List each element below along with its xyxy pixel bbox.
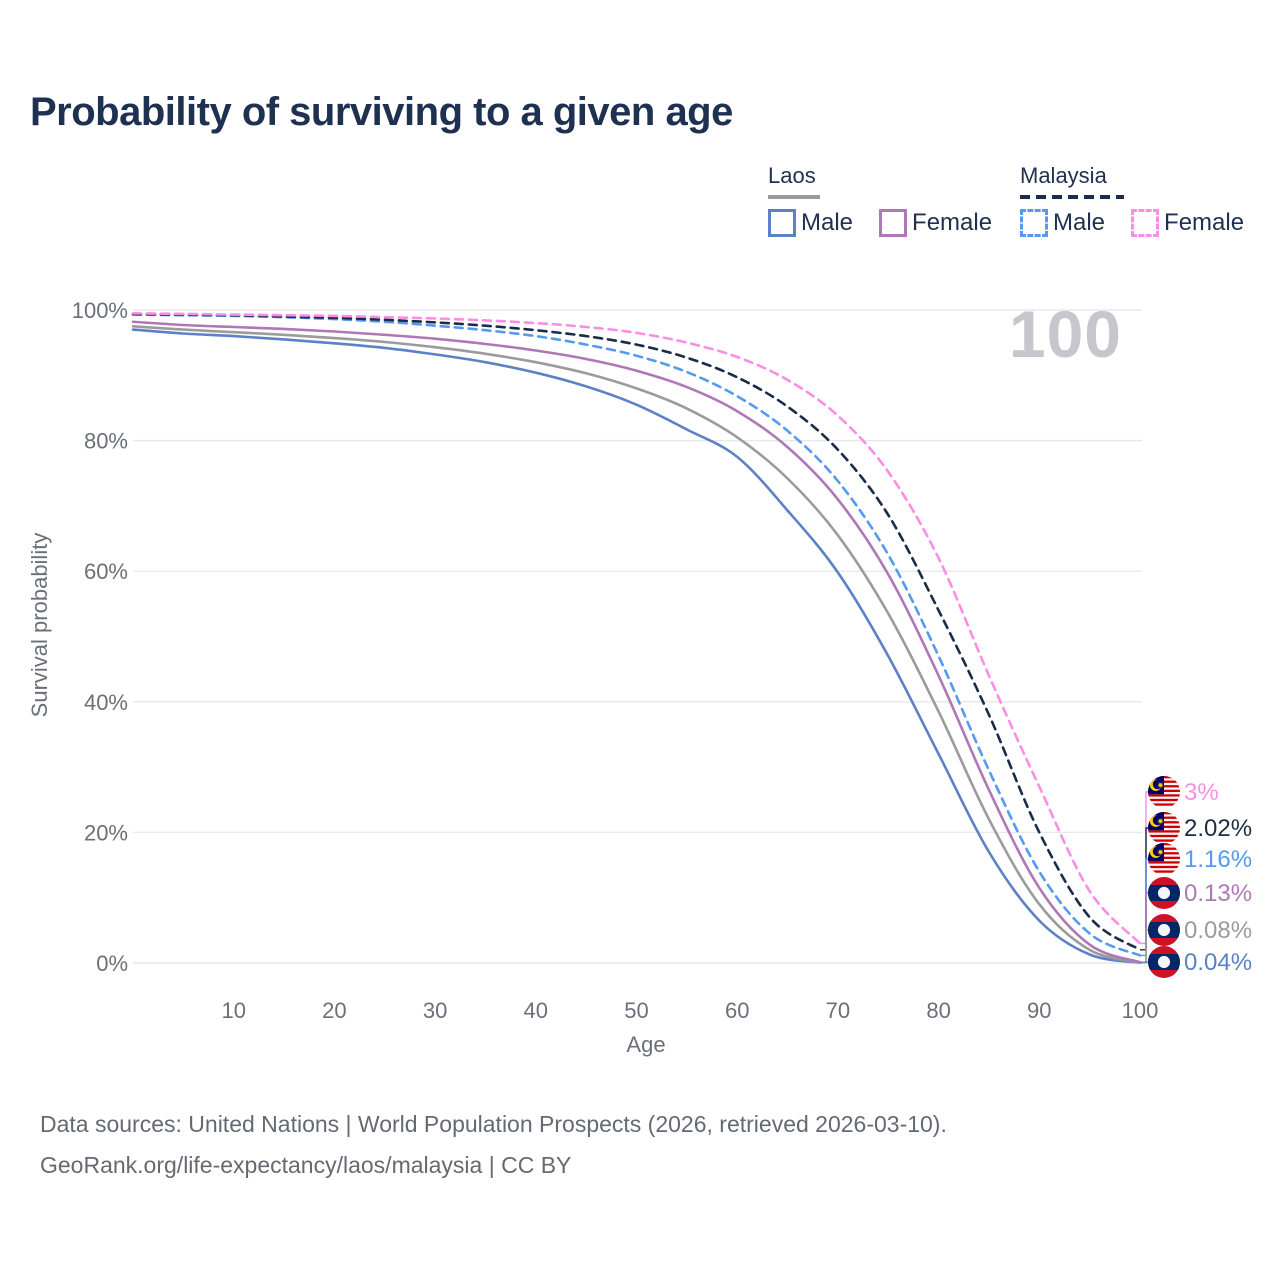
legend-label-laos-female: Female [912,209,993,236]
end-value-label-laos_male: 0.04% [1184,949,1252,976]
x-tick-label: 10 [221,998,245,1023]
data-sources-line: Data sources: United Nations | World Pop… [40,1111,947,1137]
y-tick-label: 60% [84,559,128,584]
series-line-laos_female[interactable] [131,320,1142,964]
malaysia-flag-icon [1148,776,1180,808]
laos-female-swatch-icon [879,209,908,237]
x-tick-label: 50 [624,998,648,1023]
legend-label-malaysia-male: Male [1053,209,1106,236]
end-value-label-malaysia_both: 2.02% [1184,815,1252,842]
page-title: Probability of surviving to a given age [30,90,733,134]
x-tick-label: 90 [1027,998,1051,1023]
laos-flag-icon [1148,877,1180,909]
end-value-label-malaysia_female: 3% [1184,779,1219,806]
x-axis-tick-labels: 10 20 30 40 50 60 70 80 90 100 [221,998,1158,1023]
legend-label-laos-male: Male [801,209,854,236]
legend-item-laos-male[interactable]: Male [768,209,853,237]
series-line-laos_both[interactable] [131,325,1142,964]
footer-attribution: Data sources: United Nations | World Pop… [40,1104,1240,1186]
malaysia-female-swatch-icon [1131,209,1160,237]
legend-group-laos: Laos Male Female [768,163,1018,237]
end-label-leader-lines [1140,791,1151,964]
legend-country-malaysia: Malaysia [1020,163,1107,188]
y-tick-label: 20% [84,820,128,845]
y-tick-label: 100% [72,298,128,323]
legend-label-malaysia-female: Female [1164,209,1245,236]
end-value-label-laos_both: 0.08% [1184,917,1252,944]
malaysia-line-style-sample [1020,195,1124,199]
series-line-malaysia_male[interactable] [131,313,1142,957]
legend-country-laos: Laos [768,163,816,188]
laos-flag-icon [1148,946,1180,978]
legend-item-laos-female[interactable]: Female [879,209,992,237]
x-tick-label: 60 [725,998,749,1023]
legend-item-malaysia-male[interactable]: Male [1020,209,1105,237]
series-line-malaysia_both[interactable] [131,312,1142,952]
x-tick-label: 100 [1122,998,1159,1023]
x-tick-label: 40 [524,998,548,1023]
series-line-laos_male[interactable] [131,328,1142,964]
series-line-malaysia_female[interactable] [131,311,1142,945]
laos-line-style-sample [768,195,820,199]
x-tick-label: 80 [926,998,950,1023]
legend-item-malaysia-female[interactable]: Female [1131,209,1244,237]
x-tick-label: 20 [322,998,346,1023]
legend-group-malaysia: Malaysia Male Female [1020,163,1270,237]
y-axis-title: Survival probability [27,533,52,718]
gridlines [133,309,1142,964]
y-tick-label: 40% [84,690,128,715]
malaysia-flag-icon [1148,812,1180,844]
laos-flag-icon [1148,914,1180,946]
end-value-labels: 3% 2.02% 1.16% 0.13% 0.08% 0.04% [1184,779,1252,976]
y-axis-tick-labels: 0% 20% 40% 60% 80% 100% [72,298,128,976]
source-url-line: GeoRank.org/life-expectancy/laos/malaysi… [40,1152,572,1178]
malaysia-male-swatch-icon [1020,209,1048,237]
y-tick-label: 80% [84,429,128,454]
y-tick-label: 0% [96,951,128,976]
end-value-label-laos_female: 0.13% [1184,880,1252,907]
x-tick-label: 30 [423,998,447,1023]
x-tick-label: 70 [826,998,850,1023]
end-value-label-malaysia_male: 1.16% [1184,846,1252,873]
laos-male-swatch-icon [768,209,796,237]
survival-curves [131,311,1142,964]
x-axis-title: Age [626,1032,665,1057]
malaysia-flag-icon [1148,843,1180,875]
end-label-flags [1148,776,1180,978]
